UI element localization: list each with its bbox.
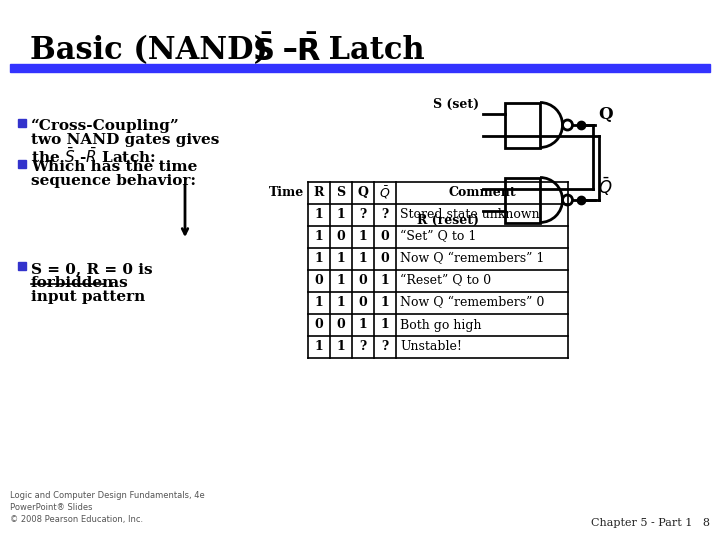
Text: 1: 1 xyxy=(315,253,323,266)
Text: 0: 0 xyxy=(337,231,346,244)
Text: 0: 0 xyxy=(359,296,367,309)
Text: Chapter 5 - Part 1   8: Chapter 5 - Part 1 8 xyxy=(591,518,710,528)
Text: Logic and Computer Design Fundamentals, 4e
PowerPoint® Slides
© 2008 Pearson Edu: Logic and Computer Design Fundamentals, … xyxy=(10,491,204,524)
Text: 1: 1 xyxy=(315,296,323,309)
Text: ?: ? xyxy=(382,341,389,354)
Text: “Cross-Coupling”: “Cross-Coupling” xyxy=(31,119,180,133)
Text: 1: 1 xyxy=(359,231,367,244)
Text: Stored state unknown: Stored state unknown xyxy=(400,208,539,221)
Text: Time: Time xyxy=(269,186,304,199)
Text: 1: 1 xyxy=(337,296,346,309)
Text: 0: 0 xyxy=(359,274,367,287)
Text: sequence behavior:: sequence behavior: xyxy=(31,174,196,188)
Text: 1: 1 xyxy=(337,341,346,354)
Text: S (set): S (set) xyxy=(433,98,479,111)
Text: Now Q “remembers” 1: Now Q “remembers” 1 xyxy=(400,253,544,266)
Text: Both go high: Both go high xyxy=(400,319,482,332)
Bar xyxy=(505,103,540,147)
Text: 0: 0 xyxy=(381,253,390,266)
Text: 0: 0 xyxy=(337,319,346,332)
Text: $\mathbf{\bar{S}}$: $\mathbf{\bar{S}}$ xyxy=(252,35,274,68)
Text: Basic (NAND): Basic (NAND) xyxy=(30,35,289,66)
Text: Which has the time: Which has the time xyxy=(31,160,197,174)
Text: 1: 1 xyxy=(359,253,367,266)
Text: Now Q “remembers” 0: Now Q “remembers” 0 xyxy=(400,296,544,309)
Text: 1: 1 xyxy=(381,296,390,309)
Text: $\bar{Q}$: $\bar{Q}$ xyxy=(379,185,391,201)
Text: Unstable!: Unstable! xyxy=(400,341,462,354)
Text: ?: ? xyxy=(359,208,366,221)
Text: 0: 0 xyxy=(315,319,323,332)
Text: Q: Q xyxy=(598,106,613,123)
Text: 0: 0 xyxy=(381,231,390,244)
Text: $\bar{Q}$: $\bar{Q}$ xyxy=(598,176,613,198)
Bar xyxy=(18,160,26,168)
Text: ?: ? xyxy=(359,341,366,354)
Text: R (reset): R (reset) xyxy=(417,214,479,227)
Text: two NAND gates gives: two NAND gates gives xyxy=(31,133,220,147)
Text: Latch: Latch xyxy=(318,35,425,66)
Text: 1: 1 xyxy=(315,231,323,244)
Text: “Set” Q to 1: “Set” Q to 1 xyxy=(400,231,477,244)
Bar xyxy=(505,178,540,222)
Text: input pattern: input pattern xyxy=(31,290,145,304)
Bar xyxy=(18,119,26,127)
Text: Comment: Comment xyxy=(448,186,516,199)
Text: S: S xyxy=(336,186,346,199)
Text: Q: Q xyxy=(358,186,369,199)
Bar xyxy=(18,262,26,270)
Text: 1: 1 xyxy=(337,274,346,287)
Text: 1: 1 xyxy=(359,319,367,332)
Text: 1: 1 xyxy=(381,274,390,287)
Text: 1: 1 xyxy=(337,208,346,221)
Text: $\mathbf{\bar{R}}$: $\mathbf{\bar{R}}$ xyxy=(296,35,321,68)
Text: as: as xyxy=(104,276,127,290)
Text: forbidden: forbidden xyxy=(31,276,114,290)
Bar xyxy=(10,64,710,72)
Text: “Reset” Q to 0: “Reset” Q to 0 xyxy=(400,274,491,287)
Text: S = 0, R = 0 is: S = 0, R = 0 is xyxy=(31,262,153,276)
Text: 1: 1 xyxy=(315,341,323,354)
Text: ?: ? xyxy=(382,208,389,221)
Text: 1: 1 xyxy=(315,208,323,221)
Text: 1: 1 xyxy=(381,319,390,332)
Text: the $\bar{S}$ -$\bar{R}$ Latch:: the $\bar{S}$ -$\bar{R}$ Latch: xyxy=(31,147,156,166)
Text: 1: 1 xyxy=(337,253,346,266)
Text: –: – xyxy=(272,35,308,66)
Text: 0: 0 xyxy=(315,274,323,287)
Text: R: R xyxy=(314,186,324,199)
